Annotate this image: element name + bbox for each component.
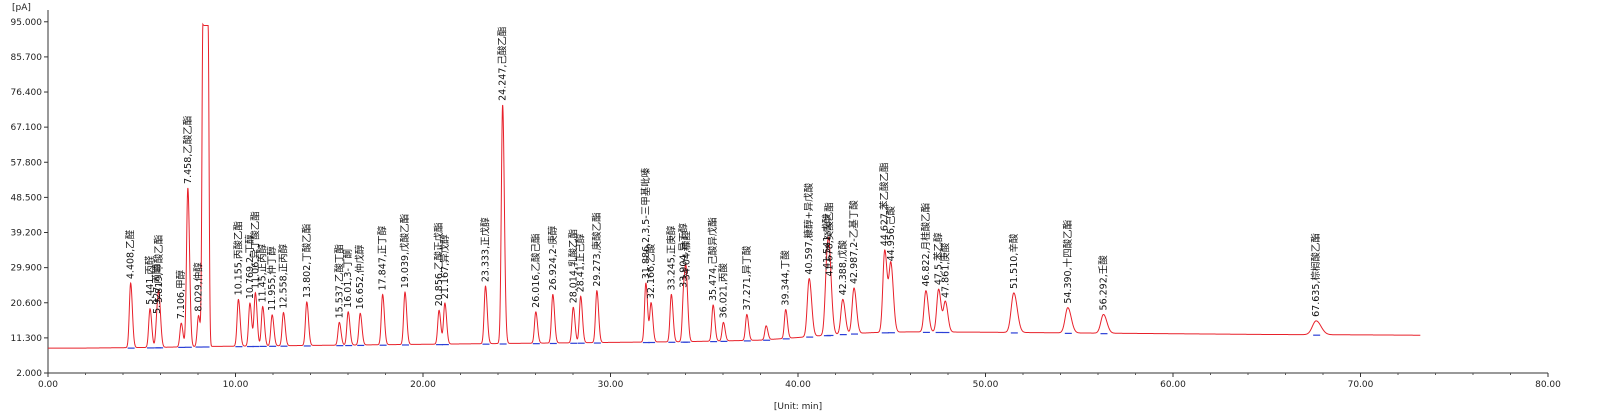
peak-label: 12.558,正丙醇 — [277, 243, 289, 308]
x-tick-label: 20.00 — [410, 380, 436, 390]
peak-label: 40.597,糠醇+异戊酸 — [803, 182, 815, 274]
peak-label: 23.333,正戊醇 — [479, 217, 491, 282]
x-tick-label: 0.00 — [38, 380, 58, 390]
peak-label: 44.627,苯乙酸乙酯 — [879, 162, 891, 246]
peak-label: 20.856,乙酸正戊酯 — [433, 222, 445, 306]
peak-label: 37.271,异丁酸 — [741, 245, 753, 310]
y-tick-label: 20.600 — [11, 299, 43, 309]
peak-label: 33.904,异丁醇 — [678, 223, 690, 288]
peak-label: 44.956,己酸 — [885, 206, 897, 262]
peak-label: 42.388,戊酸 — [837, 240, 849, 296]
peak-label: 5.441,丙醛 — [144, 255, 156, 305]
peak-label: 7.106,甲醇 — [175, 269, 187, 319]
peak-label: 67.635,棕榈酸乙酯 — [1310, 233, 1322, 317]
peak-label: 41.541,戊酸 — [821, 213, 833, 269]
peak-label: 11.955,仲丁醇 — [266, 246, 278, 311]
trace — [48, 22, 1421, 349]
y-tick-label: 48.500 — [11, 193, 43, 203]
x-tick-label: 70.00 — [1348, 380, 1374, 390]
peak-label: 21.167,异戊醇 — [439, 234, 451, 299]
y-tick-label: 85.700 — [11, 53, 43, 63]
peak-label: 10.769,2-丁醇 — [244, 234, 256, 299]
peak-label: 26.016,乙酸己酯 — [530, 233, 542, 308]
axes: [pA] [Unit: min] — [12, 3, 1548, 412]
peak-label: 17.847,正丁醇 — [377, 225, 389, 290]
peak-label: 16.652,仲戊醇 — [354, 244, 366, 309]
y-tick-label: 76.400 — [11, 88, 43, 98]
peak-label: 42.987,2-乙基丁酸 — [848, 200, 860, 284]
x-tick-label: 50.00 — [973, 380, 999, 390]
y-axis-label: [pA] — [12, 3, 31, 13]
peak-label: 11.45,正丙醇 — [257, 243, 269, 302]
peak-label: 32.166,乙酸 — [645, 243, 657, 299]
x-tick-label: 40.00 — [785, 380, 811, 390]
x-tick-label: 30.00 — [598, 380, 624, 390]
peak-label: 13.802,丁酸乙酯 — [301, 223, 313, 298]
peak-label: 26.924,2-庚醇 — [547, 225, 559, 290]
ticks: 95.000 85.700 76.400 67.100 57.800 48.500 39.2… — [11, 18, 1562, 390]
peak-label: 35.474,己酸异戊酯 — [707, 217, 719, 301]
y-tick-label: 39.200 — [11, 229, 43, 239]
peak-label: 8.029,仲醇 — [193, 262, 205, 312]
peak-label: 5.927,丙酮 — [152, 265, 163, 314]
x-tick-label: 60.00 — [1160, 380, 1186, 390]
peak-label: 36.021,丙酸 — [717, 263, 729, 319]
y-tick-label: 95.000 — [11, 18, 43, 28]
peak-label: 19.039,戊酸乙酯 — [399, 213, 411, 288]
peak-label: 39.344,丁酸 — [780, 250, 792, 306]
peak-label: 5.819,甲酸乙酯 — [153, 234, 165, 303]
x-axis-label: [Unit: min] — [774, 402, 822, 412]
y-tick-label: 29.900 — [11, 264, 43, 274]
peak-label: 41.678,癸酸乙酯 — [823, 202, 835, 277]
peak-label: 4.408,乙醛 — [125, 229, 137, 279]
peak-label: 47.5,苯乙醇 — [933, 232, 945, 285]
peak-label: 29.273,庚酸乙酯 — [591, 212, 603, 287]
peak-label: 7.458,乙酸乙酯 — [182, 115, 194, 184]
peak-label: 34.04,糠醛 — [680, 231, 692, 281]
peak-label: 46.822,月桂酸乙酯 — [920, 202, 932, 286]
peak-label: 28.41,正己醇 — [575, 233, 587, 292]
peak-label: 31.886,2,3,5-三甲基吡嗪 — [640, 167, 652, 279]
peak-label: 51.510,辛酸 — [1008, 233, 1020, 289]
peak-label: 28.014,乳酸乙酯 — [567, 229, 579, 304]
peak-label: 33.245,正庚醇 — [665, 225, 677, 290]
y-tick-label: 11.300 — [11, 334, 43, 344]
baseline-markers — [127, 331, 1321, 349]
peak-label: 24.247,己酸乙酯 — [497, 26, 509, 101]
x-tick-label: 80.00 — [1535, 380, 1561, 390]
peak-label: 16.01,3-丁酮 — [343, 249, 354, 308]
peak-label: 10.155,丙酸乙酯 — [232, 221, 244, 296]
y-tick-label: 57.800 — [11, 158, 43, 168]
y-tick-label: 2.000 — [16, 369, 42, 379]
peak-label: 54.390,十四酸乙酯 — [1062, 219, 1074, 303]
x-tick-label: 10.00 — [223, 380, 249, 390]
peak-label: 15.537,乙酸丁酯 — [333, 244, 345, 319]
peak-label: 47.861,庚酸 — [939, 242, 951, 298]
peak-label: 11.06,异丁酸乙酯 — [249, 211, 261, 289]
peak-labels: 4.408,乙醛 5.441,丙醛5.927,丙酮5.819,甲酸乙酯 7.106,… — [125, 26, 1323, 319]
y-tick-label: 67.100 — [11, 123, 43, 133]
peak-label: 56.292,壬酸 — [1097, 255, 1109, 311]
chromatogram-trace — [48, 22, 1421, 349]
